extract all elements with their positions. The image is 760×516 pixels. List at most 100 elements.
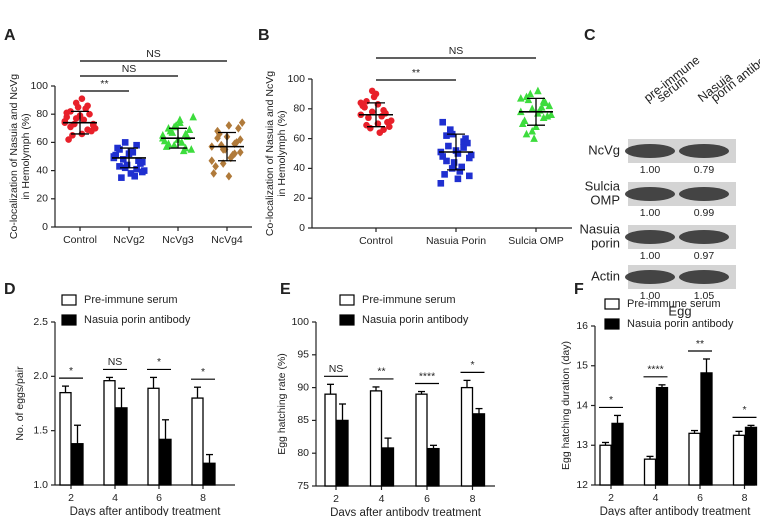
point: [61, 117, 69, 125]
point: [456, 168, 464, 175]
y-tick-label: 75: [297, 480, 309, 492]
significance-label: ****: [647, 364, 663, 376]
x-tick-label: Control: [63, 234, 97, 246]
point: [524, 95, 533, 104]
bar: [71, 443, 84, 486]
x-tick-label: 4: [653, 492, 659, 504]
point: [178, 138, 186, 146]
density-value: 0.97: [694, 250, 715, 262]
y-tick-label: 1.5: [33, 424, 48, 436]
point: [517, 94, 525, 102]
point: [63, 109, 70, 117]
panel-letter: B: [258, 27, 270, 44]
point: [532, 122, 540, 130]
row-label: porin: [591, 235, 620, 250]
significance-label: ****: [419, 370, 435, 382]
point: [450, 159, 458, 166]
panel-letter: E: [280, 281, 291, 298]
row-label: Actin: [591, 268, 620, 283]
y-tick-label: 1.0: [33, 479, 48, 491]
point: [361, 104, 368, 111]
point: [372, 90, 380, 98]
point: [110, 153, 118, 160]
point: [90, 120, 97, 128]
y-tick-label: 85: [297, 414, 309, 426]
y-tick-label: 0: [42, 221, 48, 233]
x-tick-label: 6: [424, 493, 430, 505]
point: [212, 162, 219, 171]
point: [357, 99, 365, 107]
bar: [744, 426, 758, 486]
column-label: porin antibody: [708, 45, 760, 105]
point: [131, 172, 138, 180]
legend-label: Nasuia porin antibody: [84, 314, 191, 326]
bar: [369, 390, 383, 487]
density-value: 0.79: [694, 164, 715, 176]
blot-band: [625, 230, 675, 244]
point: [545, 101, 554, 110]
y-tick-label: 95: [297, 349, 309, 361]
point: [227, 153, 235, 163]
bar: [611, 422, 624, 486]
point: [368, 108, 376, 116]
bar: [381, 447, 395, 487]
point: [384, 118, 391, 126]
bar: [147, 387, 160, 486]
bar: [732, 434, 746, 486]
point: [363, 121, 370, 129]
y-tick-label: 13: [576, 439, 588, 451]
y-tick-label: 16: [576, 320, 588, 332]
point: [187, 145, 196, 153]
y-axis-label: in Hemolymph (%): [276, 110, 288, 196]
density-value: 0.99: [694, 207, 715, 219]
bar: [415, 393, 428, 487]
point: [539, 97, 548, 105]
legend-swatch: [61, 314, 77, 326]
x-tick-label: 6: [156, 492, 162, 504]
blot-band: [679, 187, 729, 201]
x-tick-label: 8: [742, 492, 748, 504]
bar: [599, 444, 612, 486]
point: [208, 156, 216, 166]
density-value: 1.05: [694, 290, 715, 302]
bar: [427, 447, 440, 487]
point: [522, 129, 531, 138]
point: [528, 126, 536, 135]
point: [439, 153, 446, 160]
point: [454, 175, 462, 183]
point: [534, 86, 542, 95]
legend-swatch: [339, 314, 355, 326]
y-tick-label: 15: [576, 360, 588, 372]
point: [460, 144, 467, 151]
density-value: 1.00: [640, 290, 661, 302]
y-tick-label: 100: [291, 316, 309, 328]
significance-label: **: [377, 366, 385, 378]
blot-band: [679, 144, 729, 158]
legend-label: Pre-immune serum: [362, 294, 456, 306]
point: [72, 115, 80, 122]
bar: [59, 391, 72, 486]
blot-band: [625, 270, 675, 284]
y-tick-label: 80: [297, 447, 309, 459]
point: [448, 165, 456, 172]
blot-footer: Egg: [668, 303, 691, 318]
significance-label: *: [609, 394, 613, 406]
point: [238, 118, 246, 127]
point: [159, 131, 167, 139]
x-tick-label: 8: [470, 493, 476, 505]
bar: [688, 432, 701, 486]
x-tick-label: NcVg3: [162, 234, 194, 246]
density-value: 1.00: [640, 250, 661, 262]
point: [120, 156, 127, 163]
x-tick-label: 2: [608, 492, 614, 504]
bar: [472, 413, 486, 487]
y-tick-label: 0: [299, 222, 305, 234]
point: [466, 172, 473, 180]
point: [123, 161, 131, 169]
significance-label: **: [696, 338, 704, 350]
point: [218, 140, 225, 150]
point: [118, 174, 125, 181]
y-tick-label: 14: [576, 399, 588, 411]
x-tick-label: 2: [333, 493, 339, 505]
y-axis-label: Egg hatching duration (day): [560, 341, 572, 470]
